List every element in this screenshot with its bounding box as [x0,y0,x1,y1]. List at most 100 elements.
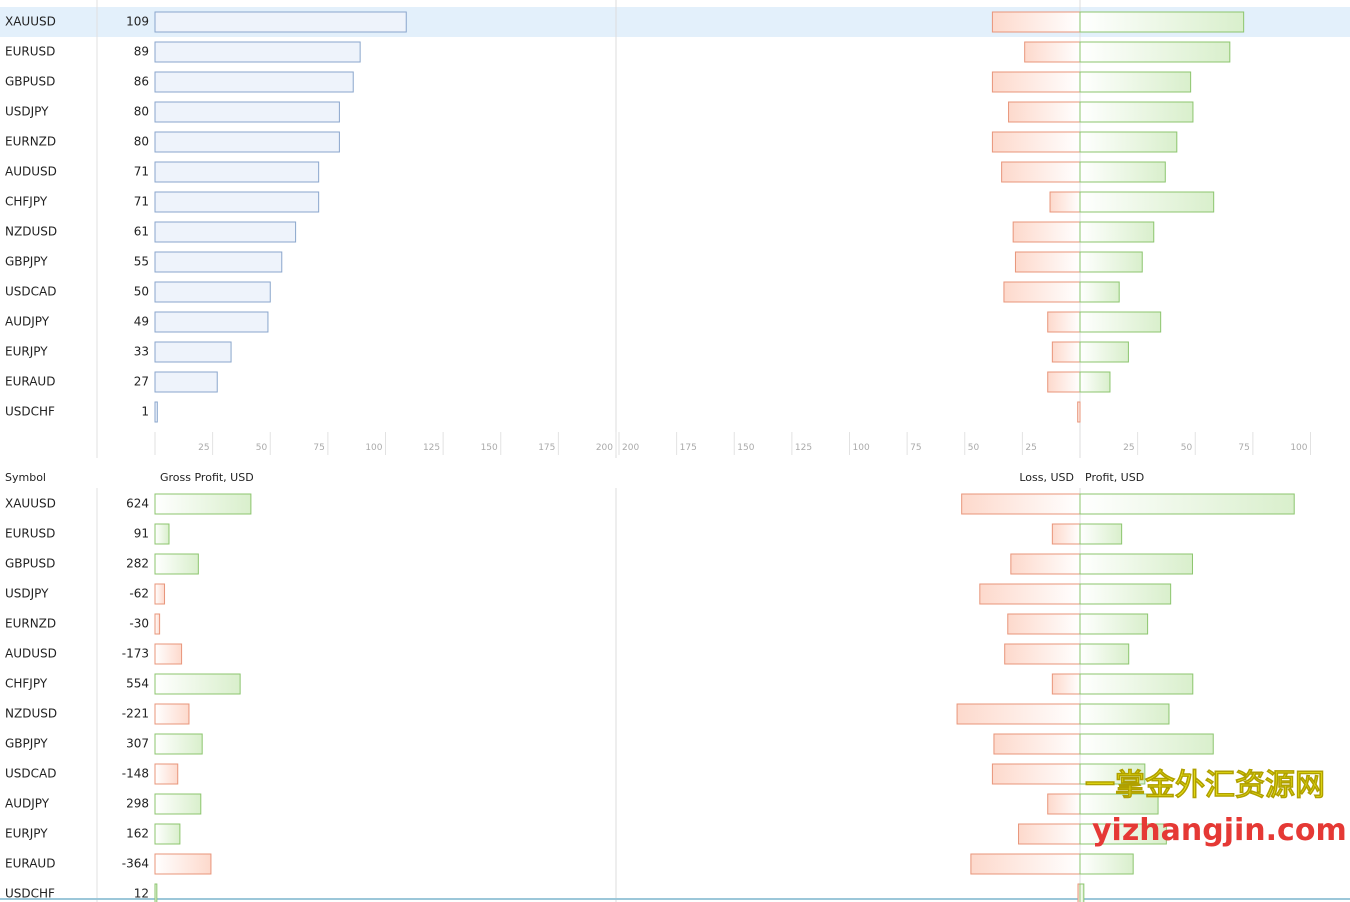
value-bar [154,11,407,33]
value: 307 [126,737,149,751]
value-bar [154,131,340,153]
loss-bar [991,763,1081,785]
tick-label: 25 [198,443,209,453]
watermark: yizhangjin.com [1092,813,1347,848]
symbol: EURNZD [5,135,56,149]
tick-label: 150 [481,443,498,453]
tick-label: 100 [853,443,870,453]
loss-bar [1008,101,1081,123]
symbol: EURAUD [5,857,55,871]
symbol: AUDJPY [5,315,50,329]
value: -221 [122,707,149,721]
symbol: USDCHF [5,405,55,419]
value: 109 [126,15,149,29]
profit-bar [1079,853,1134,875]
value-bar [154,523,170,545]
profit-bar [1079,493,1295,515]
value: 27 [134,375,149,389]
value-bar [154,191,320,213]
value-bar [154,613,161,635]
loss-bar [1003,281,1081,303]
profit-bar [1079,281,1120,303]
loss-bar [991,71,1081,93]
tick-label: 50 [256,443,268,453]
value: 554 [126,677,149,691]
profit-bar [1079,311,1162,333]
tick-label: 100 [365,443,382,453]
tick-label: 75 [910,443,921,453]
loss-bar [1049,191,1081,213]
value: 55 [134,255,149,269]
value: -364 [122,857,149,871]
symbol: USDCHF [5,887,55,901]
tick-label: 125 [795,443,812,453]
value: 1 [141,405,149,419]
tick-label: 50 [1181,443,1193,453]
tick-label: 125 [423,443,440,453]
profit-bar [1079,161,1166,183]
loss-bar [1007,613,1081,635]
loss-bar [1077,401,1081,423]
loss-bar [979,583,1081,605]
value-bar [154,733,203,755]
value: -148 [122,767,149,781]
loss-bar [1012,221,1081,243]
loss-bar [1024,41,1081,63]
symbol: EURUSD [5,527,55,541]
loss-bar [1010,553,1081,575]
profit-bar [1079,823,1167,845]
value-bar [154,793,202,815]
profit-bar [1079,883,1085,902]
loss-bar [1047,793,1081,815]
value-bar [154,853,212,875]
profit-bar [1079,613,1149,635]
symbol: EURJPY [5,827,48,841]
tick-label: 100 [1290,443,1307,453]
loss-bar [1001,161,1081,183]
value: 61 [134,225,149,239]
symbol: USDCAD [5,767,56,781]
loss-bar [1047,311,1081,333]
value: -62 [129,587,149,601]
loss-bar [1051,341,1081,363]
value: 50 [134,285,149,299]
symbol: EURAUD [5,375,55,389]
value: 162 [126,827,149,841]
symbol: USDCAD [5,285,56,299]
header: Symbol [5,471,46,484]
value-bar [154,673,241,695]
profit-bar [1079,553,1193,575]
profit-bar [1079,341,1129,363]
value-bar [154,583,166,605]
header: Profit, USD [1085,471,1144,484]
symbol: AUDUSD [5,647,57,661]
header: Gross Profit, USD [160,471,254,484]
value: 80 [134,135,149,149]
value-bar [154,703,190,725]
symbol: AUDJPY [5,797,50,811]
profit-bar [1079,703,1170,725]
value: 49 [134,315,149,329]
symbol: AUDUSD [5,165,57,179]
symbol: USDJPY [5,105,49,119]
symbol: EURNZD [5,617,56,631]
profit-bar [1079,101,1194,123]
profit-bar [1079,221,1155,243]
symbol: GBPUSD [5,557,55,571]
value: -173 [122,647,149,661]
value-bar [154,161,320,183]
symbol: GBPUSD [5,75,55,89]
value-bar [154,823,181,845]
tick-label: 75 [313,443,324,453]
value-bar [154,251,283,273]
value-bar [154,221,297,243]
profit-bar [1079,191,1215,213]
profit-bar [1079,71,1192,93]
profit-bar [1079,41,1231,63]
value-bar [154,281,271,303]
value: -30 [129,617,149,631]
loss-bar [993,733,1081,755]
tick-label: 200 [622,443,639,453]
value-bar [154,71,354,93]
